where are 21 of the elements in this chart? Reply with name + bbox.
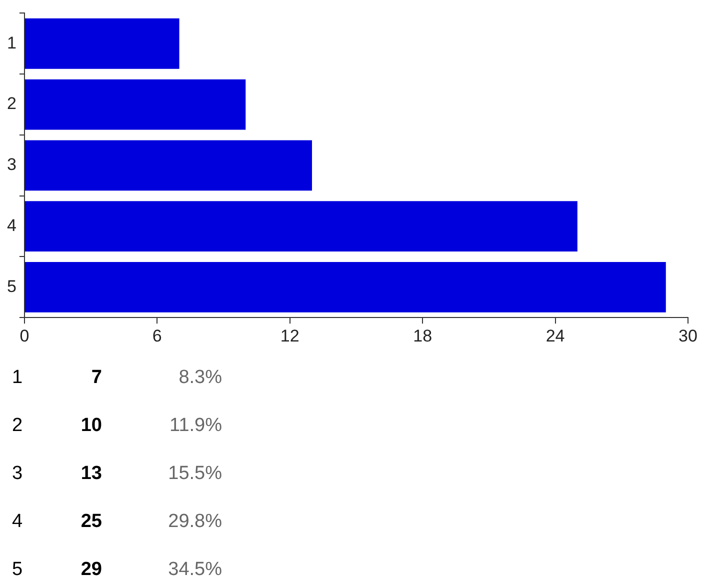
- text: 29: [80, 559, 102, 581]
- text: 11.9%: [168, 415, 222, 437]
- x-tick-label: 6: [152, 326, 162, 346]
- text: 13: [80, 463, 102, 485]
- x-tick-label: 24: [546, 326, 565, 346]
- y-tick-label: 3: [6, 155, 16, 174]
- y-tick-label: 5: [6, 276, 16, 296]
- x-tick-label: 18: [413, 326, 432, 346]
- y-tick-label: 2: [6, 94, 16, 114]
- x-tick-label: 30: [678, 326, 698, 346]
- text: 10: [80, 415, 102, 437]
- text: 15.5%: [167, 463, 222, 485]
- x-tick-label: 12: [280, 326, 300, 346]
- text: 8.3%: [178, 367, 222, 389]
- x-tick-label: 0: [20, 326, 30, 346]
- y-tick-label: 4: [6, 216, 16, 235]
- text: 29.8%: [167, 511, 222, 533]
- text: 34.5%: [167, 559, 222, 581]
- text: 25: [80, 511, 102, 533]
- text: 7: [90, 367, 102, 389]
- y-tick-label: 1: [6, 33, 16, 52]
